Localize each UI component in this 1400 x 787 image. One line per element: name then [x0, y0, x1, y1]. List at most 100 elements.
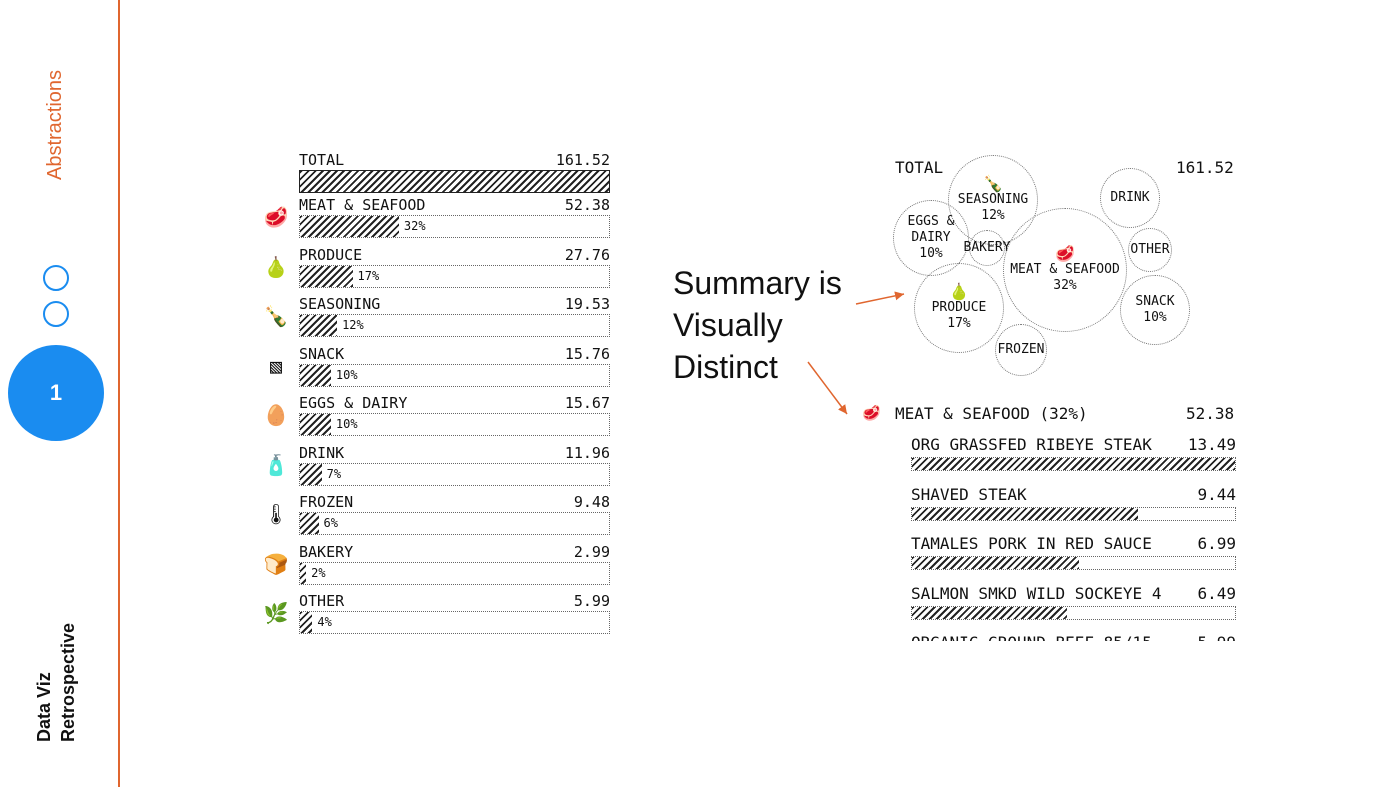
category-pct: 10% — [335, 417, 358, 431]
snack-box-icon: ▧ — [269, 353, 283, 378]
bubble: FROZEN — [995, 324, 1047, 376]
category-label: PRODUCE — [299, 245, 363, 264]
category-value: 2.99 — [573, 542, 610, 561]
category-bar — [300, 414, 331, 435]
category-bar — [300, 562, 307, 584]
category-value: 9.48 — [573, 493, 610, 511]
item-value: 9.44 — [1197, 484, 1236, 504]
thermometer-icon: 🌡 — [263, 502, 289, 526]
item-bar-track — [911, 457, 1236, 471]
plant-icon: 🌿 — [263, 601, 289, 625]
nav-dot[interactable] — [43, 301, 69, 327]
category-bar-track: 7% — [299, 462, 610, 486]
drink-bottle-icon: 🧴 — [263, 452, 289, 477]
item-value: 13.49 — [1187, 435, 1236, 454]
annotation-line: Summary is — [673, 265, 842, 301]
category-bar — [300, 463, 322, 485]
pear-icon: 🍐 — [949, 282, 969, 301]
bubble-label: FROZEN — [997, 342, 1045, 357]
total-bar — [300, 171, 609, 192]
item-row: TAMALES PORK IN RED SAUCE 6.99 — [911, 534, 1236, 570]
category-value: 52.38 — [564, 196, 610, 214]
category-pct: 17% — [357, 268, 380, 283]
item-value: 5.99 — [1197, 633, 1236, 641]
category-pct: 7% — [326, 466, 342, 481]
category-label: EGGS & DAIRY — [299, 394, 408, 412]
bubble-label: OTHER — [1130, 242, 1170, 257]
item-row: ORGANIC GROUND BEEF 85/15 5.99 — [911, 633, 1236, 641]
bubble-label: EGGS & DAIRY — [907, 214, 955, 245]
annotation-text: Summary is Visually Distinct — [673, 262, 842, 388]
category-label: FROZEN — [299, 493, 354, 511]
category-label: MEAT & SEAFOOD — [299, 196, 426, 214]
item-value: 6.49 — [1197, 583, 1236, 603]
category-pct: 10% — [335, 367, 358, 382]
bubble-pct: 17% — [947, 316, 971, 331]
sidebar-divider — [118, 0, 120, 787]
bubble-label: MEAT & SEAFOOD — [1010, 262, 1120, 277]
category-label: SEASONING — [299, 295, 381, 313]
page-number-badge[interactable]: 1 — [8, 345, 104, 441]
category-value: 19.53 — [564, 295, 610, 313]
category-label: BAKERY — [299, 542, 354, 561]
bubble: OTHER — [1128, 228, 1172, 272]
category-pct: 32% — [403, 219, 426, 233]
item-row: SHAVED STEAK 9.44 — [911, 484, 1236, 521]
category-label: DRINK — [299, 443, 345, 462]
category-bar-track: 4% — [299, 611, 610, 634]
category-value: 11.96 — [564, 443, 610, 462]
item-bar-track — [911, 506, 1236, 521]
category-bar — [300, 315, 338, 336]
bubble-pct: 10% — [1143, 310, 1167, 325]
item-bar-track — [911, 605, 1236, 620]
bubble: DRINK — [1100, 168, 1160, 228]
bubble: 🍐 PRODUCE 17% — [914, 263, 1004, 353]
bubble-total-label: TOTAL — [895, 158, 944, 177]
meat-seafood-detail: 🥩 MEAT & SEAFOOD (32%) 52.38 ORG GRASSFE… — [862, 404, 1236, 641]
bubble-label: PRODUCE — [931, 300, 987, 315]
steak-icon: 🥩 — [1055, 244, 1075, 263]
bubble: 🥩 MEAT & SEAFOOD 32% — [1003, 208, 1127, 332]
item-bar — [912, 606, 1068, 619]
bubble: SNACK 10% — [1120, 275, 1190, 345]
bubble-pct: 10% — [919, 246, 943, 261]
item-bar — [912, 507, 1139, 520]
item-row: SALMON SMKD WILD SOCKEYE 4 6.49 — [911, 583, 1236, 620]
category-pct: 12% — [342, 318, 364, 332]
item-bar — [912, 557, 1080, 569]
category-bar — [300, 364, 331, 386]
nav-dot[interactable] — [43, 265, 69, 291]
category-bar-track: 6% — [299, 512, 610, 535]
steak-icon: 🥩 — [263, 205, 289, 229]
bubble-pct: 12% — [981, 208, 1005, 223]
category-bar-track: 12% — [299, 314, 610, 337]
category-bar — [300, 216, 399, 237]
total-label: TOTAL — [299, 151, 345, 169]
detail-title: MEAT & SEAFOOD (32%) — [895, 404, 1088, 423]
category-label: SNACK — [299, 344, 345, 363]
page-number: 1 — [49, 380, 63, 405]
item-label: SHAVED STEAK — [911, 484, 1027, 504]
bubble-pct: 32% — [1053, 278, 1077, 293]
bubble-label: DRINK — [1110, 190, 1150, 205]
category-bar-track: 10% — [299, 413, 610, 436]
item-value: 6.99 — [1197, 534, 1236, 553]
bubble: 🍾 SEASONING 12% — [948, 155, 1038, 245]
detail-total: 52.38 — [1186, 404, 1235, 423]
annotation-line: Visually — [673, 307, 783, 343]
category-value: 15.76 — [564, 344, 610, 363]
bubble: BAKERY — [964, 230, 1010, 266]
category-bar-track: 32% — [299, 215, 610, 238]
item-row: ORG GRASSFED RIBEYE STEAK 13.49 — [911, 435, 1236, 471]
bubble-label: SNACK — [1135, 294, 1175, 309]
category-bar-track: 17% — [299, 264, 610, 288]
arrow-to-bubbles — [855, 291, 905, 305]
category-bar-track: 2% — [299, 561, 610, 585]
eggs-icon: 🥚 — [263, 403, 289, 427]
category-pct: 6% — [323, 516, 338, 530]
item-label: ORGANIC GROUND BEEF 85/15 — [911, 633, 1152, 641]
category-bar-track: 10% — [299, 363, 610, 387]
arrow-to-detail — [807, 361, 848, 415]
steak-icon: 🥩 — [862, 404, 881, 422]
